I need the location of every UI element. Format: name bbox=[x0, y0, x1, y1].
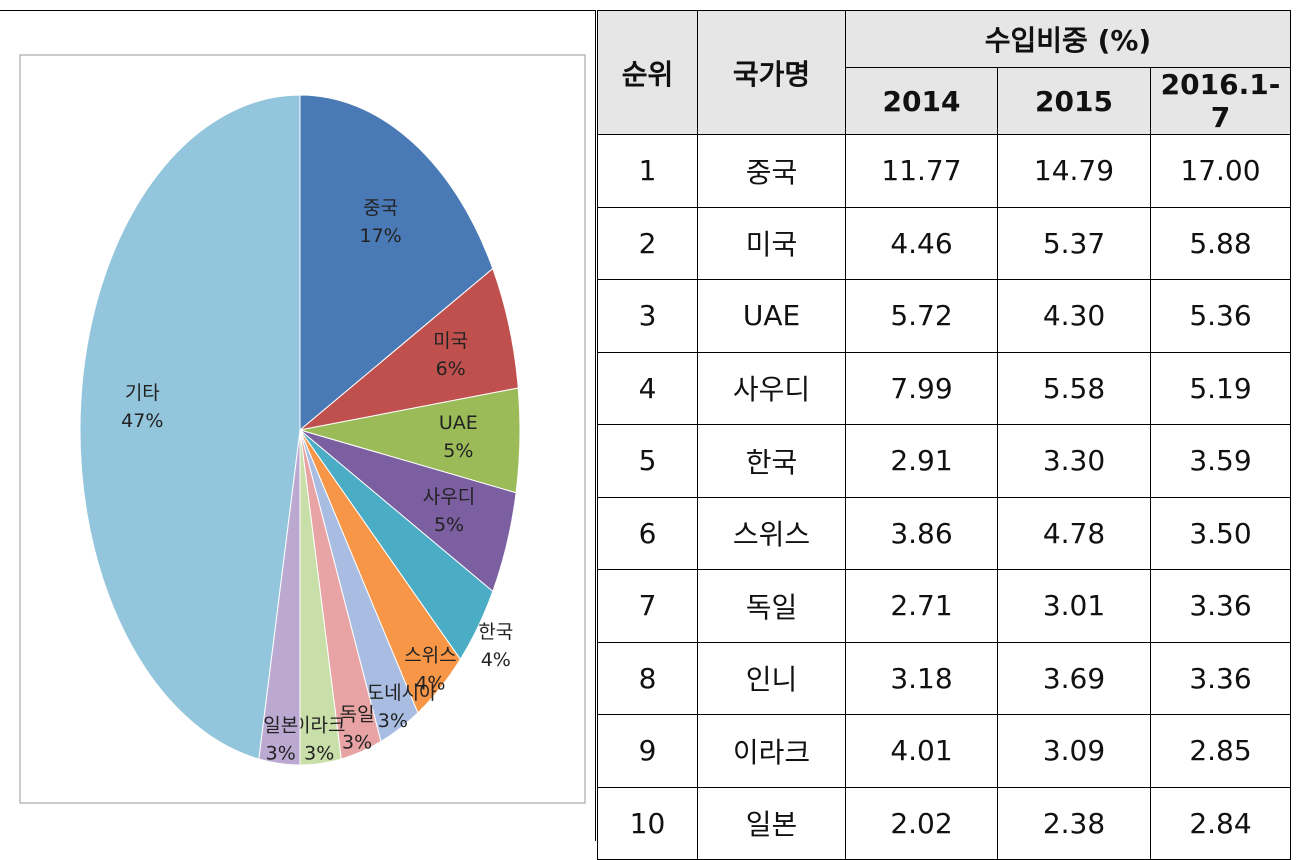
table-cell: 7.99 bbox=[845, 351, 998, 425]
table-cell: 4.30 bbox=[997, 279, 1151, 353]
year-header-cell: 2016.1-7 bbox=[1150, 67, 1291, 135]
table-row: 3 UAE 5.72 4.30 5.36 bbox=[597, 279, 1291, 353]
table-row: 2 미국 4.46 5.37 5.88 bbox=[597, 206, 1291, 280]
table-cell: 2.84 bbox=[1150, 786, 1291, 860]
slice-value-label: 4% bbox=[481, 649, 511, 671]
table-cell: 2.71 bbox=[845, 569, 998, 643]
table-cell: 1 bbox=[597, 134, 698, 208]
header-cell: 순위 bbox=[597, 10, 698, 135]
table-cell: 5 bbox=[597, 424, 698, 498]
slice-label: 독일 bbox=[340, 704, 375, 726]
table-cell: 5.72 bbox=[845, 279, 998, 353]
table-cell: 17.00 bbox=[1150, 134, 1291, 208]
table-cell: 한국 bbox=[697, 424, 846, 498]
table-cell: UAE bbox=[697, 279, 846, 353]
slice-label: 중국 bbox=[363, 197, 398, 219]
table-row: 6 스위스 3.86 4.78 3.50 bbox=[597, 496, 1291, 570]
slice-label: 이라크 bbox=[293, 715, 345, 737]
table-cell: 3.86 bbox=[845, 496, 998, 570]
slice-value-label: 5% bbox=[443, 440, 473, 462]
table-cell: 14.79 bbox=[997, 134, 1151, 208]
slice-label: 일본 bbox=[263, 715, 298, 737]
table-cell: 11.77 bbox=[845, 134, 998, 208]
table-cell: 5.36 bbox=[1150, 279, 1291, 353]
slice-label: 스위스 bbox=[404, 645, 456, 667]
table-cell: 4 bbox=[597, 351, 698, 425]
table-cell: 2.38 bbox=[997, 786, 1151, 860]
pie-slice bbox=[298, 267, 519, 431]
table-row: 8 인니 3.18 3.69 3.36 bbox=[597, 641, 1291, 715]
table-cell: 4.01 bbox=[845, 714, 998, 788]
slice-label: 미국 bbox=[433, 330, 468, 352]
table-cell: 10 bbox=[597, 786, 698, 860]
slice-label: 한국 bbox=[478, 621, 513, 643]
table-cell: 3.59 bbox=[1150, 424, 1291, 498]
table-cell: 3.36 bbox=[1150, 641, 1291, 715]
table-cell: 미국 bbox=[697, 206, 846, 280]
table-row: 2014 2015 2016.1-7 bbox=[598, 67, 1291, 135]
table-row: 4 사우디 7.99 5.58 5.19 bbox=[597, 351, 1291, 425]
table-cell: 이라크 bbox=[697, 714, 846, 788]
slice-label: 기타 bbox=[125, 382, 160, 404]
table-cell: 5.58 bbox=[997, 351, 1151, 425]
table-cell: 3.69 bbox=[997, 641, 1151, 715]
year-header-cell: 2014 bbox=[845, 67, 998, 135]
slice-value-label: 5% bbox=[434, 514, 464, 536]
table-cell: 3.36 bbox=[1150, 569, 1291, 643]
table-cell: 3.18 bbox=[845, 641, 998, 715]
table: 순위 국가명 수입비중 (%) 2014 2015 2016.1-7 1 중국 11.77 14.… bbox=[597, 10, 1291, 860]
pie-slice bbox=[299, 94, 494, 432]
pie-slice bbox=[79, 94, 301, 760]
table-cell: 3 bbox=[597, 279, 698, 353]
table-cell: 4.46 bbox=[845, 206, 998, 280]
table-cell: 6 bbox=[597, 496, 698, 570]
table-row: 5 한국 2.91 3.30 3.59 bbox=[597, 424, 1291, 498]
table-cell: 8 bbox=[597, 641, 698, 715]
table-row: 1 중국 11.77 14.79 17.00 bbox=[597, 134, 1291, 208]
table-cell: 스위스 bbox=[697, 496, 846, 570]
slice-value-label: 3% bbox=[304, 743, 334, 765]
table-cell: 3.50 bbox=[1150, 496, 1291, 570]
slice-value-label: 3% bbox=[378, 710, 408, 732]
slice-value-label: 4% bbox=[415, 673, 445, 695]
table-cell: 3.01 bbox=[997, 569, 1151, 643]
slice-label: 인도네시아 bbox=[349, 682, 436, 704]
chart-panel bbox=[0, 10, 596, 841]
table-cell: 2.91 bbox=[845, 424, 998, 498]
table-row: 9 이라크 4.01 3.09 2.85 bbox=[597, 714, 1291, 788]
year-header-cell: 2015 bbox=[997, 67, 1151, 135]
slice-label: 사우디 bbox=[423, 486, 475, 508]
slice-value-label: 47% bbox=[121, 410, 163, 432]
chart: 중국17%미국6%UAE5%사우디5%한국4%스위스4%인도네시아3%독일3%이… bbox=[19, 54, 586, 804]
table-cell: 3.09 bbox=[997, 714, 1151, 788]
table-cell: 7 bbox=[597, 569, 698, 643]
page: 중국 17% 미국 6% UAE 5% 사우디 5% 한국 4% 스위스 4% 인도네시아 3% 독일 3% 이… bbox=[0, 10, 1291, 860]
table-cell: 중국 bbox=[697, 134, 846, 208]
slice-value-label: 17% bbox=[360, 225, 402, 247]
table-row: 10 일본 2.02 2.38 2.84 bbox=[597, 786, 1291, 860]
table-cell: 5.19 bbox=[1150, 351, 1291, 425]
slice-value-label: 3% bbox=[342, 732, 372, 754]
table-cell: 독일 bbox=[697, 569, 846, 643]
table-cell: 2.85 bbox=[1150, 714, 1291, 788]
slice-label: UAE bbox=[439, 412, 478, 434]
table-cell: 일본 bbox=[697, 786, 846, 860]
table-cell: 2 bbox=[597, 206, 698, 280]
header-cell: 수입비중 (%) bbox=[845, 10, 1291, 68]
table-cell: 5.37 bbox=[997, 206, 1151, 280]
header-cell: 국가명 bbox=[697, 10, 846, 135]
table-cell: 9 bbox=[597, 714, 698, 788]
table-cell: 인니 bbox=[697, 641, 846, 715]
table-row: 순위 국가명 수입비중 (%) bbox=[597, 10, 1291, 135]
table-row: 7 독일 2.71 3.01 3.36 bbox=[597, 569, 1291, 643]
table-cell: 사우디 bbox=[697, 351, 846, 425]
table-cell: 2.02 bbox=[845, 786, 998, 860]
table-cell: 4.78 bbox=[997, 496, 1151, 570]
table-cell: 5.88 bbox=[1150, 206, 1291, 280]
slice-value-label: 3% bbox=[266, 743, 296, 765]
table-cell: 3.30 bbox=[997, 424, 1151, 498]
slice-value-label: 6% bbox=[436, 358, 466, 380]
